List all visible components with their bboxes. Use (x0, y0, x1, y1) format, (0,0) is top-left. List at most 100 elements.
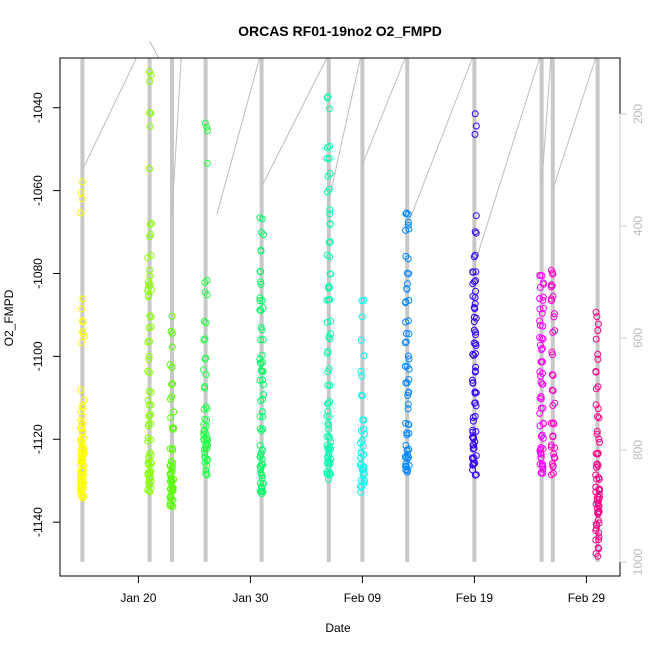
data-point (403, 209, 411, 217)
data-point (169, 444, 176, 452)
data-point (595, 435, 603, 443)
data-point (80, 492, 88, 500)
y-axis: -1040 -1060 -1080 -1100 -1120 -1140 (31, 92, 60, 537)
data-point (147, 420, 155, 428)
data-point (147, 71, 155, 79)
data-point (145, 356, 153, 363)
data-point (472, 350, 479, 358)
data-point (146, 122, 154, 130)
data-point (539, 434, 547, 442)
data-point (405, 225, 413, 233)
data-point (402, 441, 410, 449)
data-point (593, 313, 601, 321)
data-point (594, 350, 602, 358)
data-point (200, 336, 208, 344)
data-point (257, 278, 265, 286)
data-point (549, 387, 557, 395)
data-point (359, 466, 366, 474)
data-point (549, 402, 557, 409)
data-point (326, 238, 334, 246)
data-point (258, 351, 266, 359)
flight-profile-trace (149, 40, 160, 59)
data-point (323, 433, 331, 441)
data-point (402, 252, 410, 260)
data-point (260, 381, 267, 388)
data-point (356, 439, 364, 447)
data-point (324, 93, 332, 101)
data-point (404, 389, 412, 397)
data-point (78, 178, 86, 186)
flight-profile-trace (328, 57, 361, 201)
data-point (360, 352, 368, 360)
data-point (168, 381, 176, 388)
data-point (79, 434, 87, 442)
data-point (593, 460, 601, 468)
data-point (200, 317, 208, 325)
data-point (357, 367, 365, 375)
data-point (148, 219, 155, 227)
flight-profile-trace (552, 57, 597, 190)
data-point (256, 441, 264, 449)
chart-title: ORCAS RF01-19no2 O2_FMPD (238, 23, 442, 39)
data-point (404, 280, 411, 288)
data-point (592, 527, 600, 535)
data-point (258, 326, 266, 334)
data-point (358, 372, 366, 380)
data-point (595, 414, 603, 422)
data-point (469, 426, 477, 434)
data-point (404, 218, 412, 226)
data-point (256, 294, 264, 302)
data-point (168, 393, 176, 401)
data-point (594, 383, 602, 391)
data-point (202, 319, 210, 327)
y2-tick-label: 600 (631, 328, 645, 348)
y-tick-label: -1140 (31, 507, 45, 537)
data-point (402, 338, 410, 346)
data-point (326, 210, 334, 218)
data-point (469, 461, 477, 469)
data-point (257, 280, 265, 288)
data-point (550, 310, 558, 318)
data-point (256, 425, 264, 433)
data-point (326, 335, 334, 343)
y-tick-label: -1040 (31, 92, 45, 123)
data-point (324, 420, 332, 428)
data-point (146, 312, 154, 320)
data-point (537, 378, 545, 386)
data-point (358, 392, 366, 400)
data-point (469, 466, 477, 474)
flight-profile-trace (81, 57, 137, 171)
data-point (257, 469, 265, 477)
data-point (80, 333, 88, 341)
data-point (403, 285, 411, 293)
data-point (146, 337, 153, 345)
data-point (547, 281, 555, 289)
data-point (472, 314, 480, 322)
flight-profile-trace (473, 57, 541, 266)
data-point (538, 431, 546, 439)
data-point (78, 475, 86, 483)
data-point (147, 323, 155, 331)
data-point (201, 119, 209, 127)
data-point (470, 339, 478, 347)
data-point (403, 379, 411, 387)
data-point (146, 78, 154, 85)
data-point (202, 354, 210, 362)
y-tick-label: -1080 (31, 258, 45, 289)
data-point (147, 410, 154, 418)
data-point (326, 459, 334, 467)
data-point (145, 352, 153, 360)
data-point (594, 413, 602, 421)
data-point (550, 313, 558, 321)
data-point (551, 399, 559, 407)
data-point (201, 335, 209, 343)
y-tick-label: -1120 (31, 424, 45, 454)
data-point (470, 352, 478, 359)
data-point (326, 270, 334, 278)
data-point (472, 277, 479, 285)
data-point (78, 486, 86, 494)
data-point (78, 195, 86, 203)
data-point (166, 361, 174, 369)
data-point (549, 351, 556, 359)
data-point (469, 350, 477, 358)
